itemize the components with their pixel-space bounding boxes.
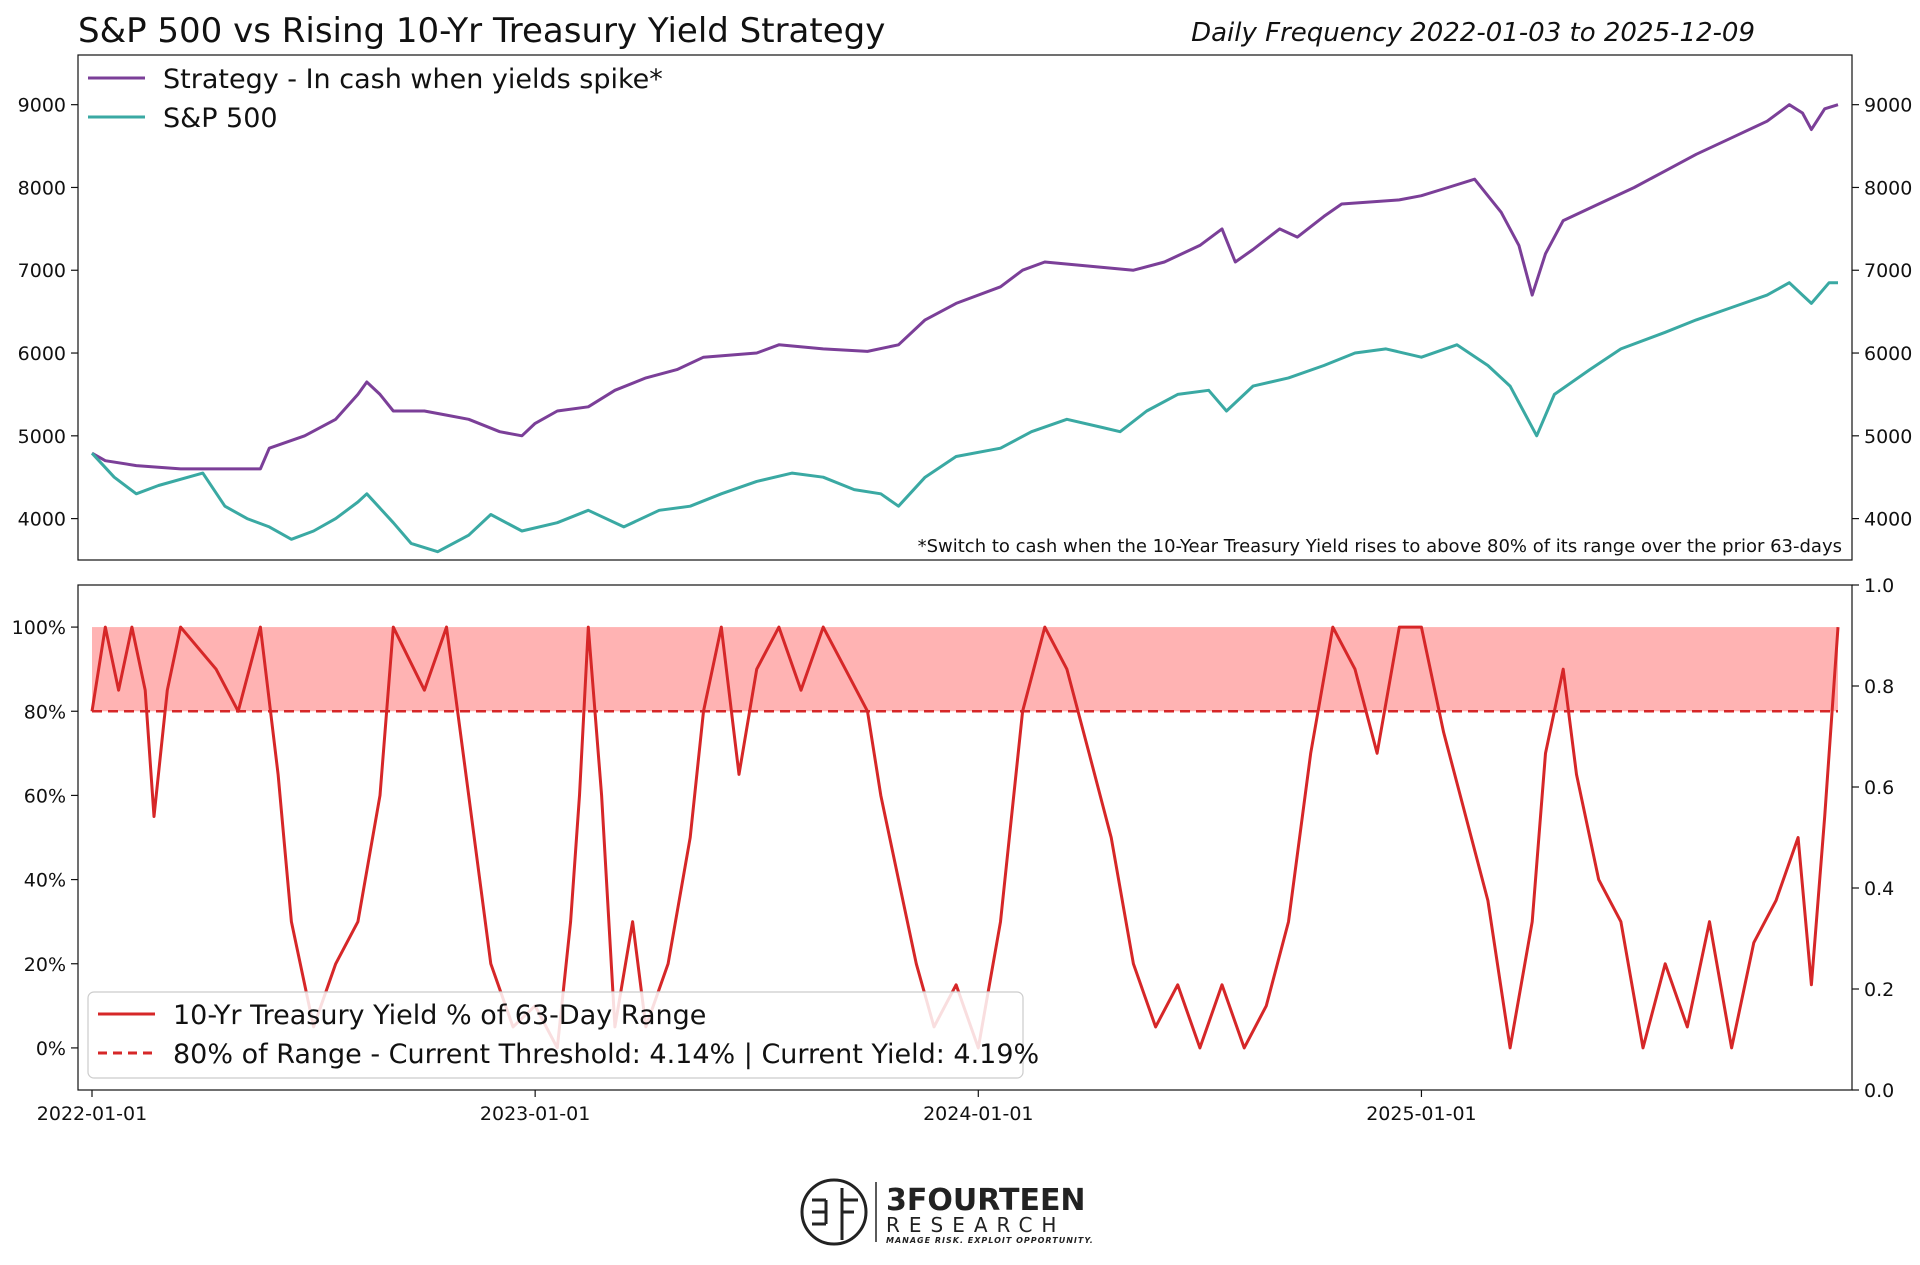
logo-name: 3FOURTEEN (886, 1183, 1086, 1218)
xtick-label: 2025-01-01 (1366, 1103, 1476, 1125)
yield-range-line (90, 625, 1840, 1050)
threshold-band (92, 627, 1838, 712)
top-ytick-label-right: 8000 (1864, 177, 1912, 199)
bottom-panel-frame (77, 584, 1853, 1091)
bottom-y2-axis: 0.0 0.2 0.4 0.6 0.8 1.0 (1852, 575, 1894, 1102)
legend-strategy-label: Strategy - In cash when yields spike* (163, 64, 663, 95)
chart-title: S&P 500 vs Rising 10-Yr Treasury Yield S… (78, 11, 885, 51)
brand-logo: 3FOURTEEN RESEARCH MANAGE RISK. EXPLOIT … (800, 1178, 1094, 1246)
legend-yield-label: 10-Yr Treasury Yield % of 63-Day Range (173, 1000, 706, 1031)
xtick-label: 2024-01-01 (923, 1103, 1033, 1125)
bottom-ytick-label: 100% (12, 617, 66, 639)
top-ytick-label-left: 7000 (18, 260, 66, 282)
sp500-line (90, 281, 1838, 554)
bottom-y2tick-label: 0.6 (1864, 777, 1894, 799)
bottom-legend: 10-Yr Treasury Yield % of 63-Day Range 8… (87, 991, 1039, 1079)
bottom-y2tick-label: 0.4 (1864, 878, 1894, 900)
top-panel-frame (77, 54, 1853, 561)
logo-sub: RESEARCH (886, 1213, 1065, 1237)
bottom-ytick-label: 0% (36, 1038, 66, 1060)
bottom-y2tick-label: 0.2 (1864, 979, 1894, 1001)
top-ytick-label-left: 9000 (18, 95, 66, 117)
xtick-label: 2022-01-01 (37, 1103, 147, 1125)
bottom-series-group (90, 625, 1840, 1050)
bottom-ytick-label: 20% (24, 954, 66, 976)
footnote: *Switch to cash when the 10-Year Treasur… (918, 536, 1842, 557)
top-ytick-label-left: 8000 (18, 177, 66, 199)
top-legend: Strategy - In cash when yields spike* S&… (88, 64, 663, 134)
top-ytick-label-right: 4000 (1864, 509, 1912, 531)
bottom-ytick-label: 40% (24, 870, 66, 892)
logo-circle-icon (800, 1178, 868, 1246)
chart-subtitle: Daily Frequency 2022-01-03 to 2025-12-09 (1191, 18, 1755, 48)
bottom-y2tick-label: 1.0 (1864, 575, 1894, 597)
bottom-ytick-label: 60% (24, 785, 66, 807)
legend-sp500-label: S&P 500 (163, 103, 278, 134)
legend-threshold-label: 80% of Range - Current Threshold: 4.14% … (173, 1039, 1039, 1070)
logo-tagline: MANAGE RISK. EXPLOIT OPPORTUNITY. (886, 1236, 1094, 1245)
bottom-ytick-label: 80% (24, 701, 66, 723)
bottom-y-axis: 0% 20% 40% 60% 80% 100% (12, 617, 78, 1060)
strategy-line (91, 103, 1839, 471)
bottom-y2tick-label: 0.0 (1864, 1080, 1894, 1102)
top-ytick-label-right: 5000 (1864, 426, 1912, 448)
xtick-label: 2023-01-01 (480, 1103, 590, 1125)
top-ytick-label-left: 5000 (18, 426, 66, 448)
x-axis: 2022-01-01 2023-01-01 2024-01-01 2025-01-01 (37, 1090, 1477, 1125)
top-ytick-label-right: 9000 (1864, 95, 1912, 117)
top-ytick-label-right: 6000 (1864, 343, 1912, 365)
bottom-y2tick-label: 0.8 (1864, 676, 1894, 698)
top-series-group (90, 103, 1839, 554)
top-ytick-label-left: 6000 (18, 343, 66, 365)
top-ytick-label-left: 4000 (18, 509, 66, 531)
top-y-axis: 4000 4000 5000 5000 6000 6000 7000 7000 8000 8000… (18, 95, 1913, 531)
legend-box (87, 991, 1024, 1079)
top-ytick-label-right: 7000 (1864, 260, 1912, 282)
